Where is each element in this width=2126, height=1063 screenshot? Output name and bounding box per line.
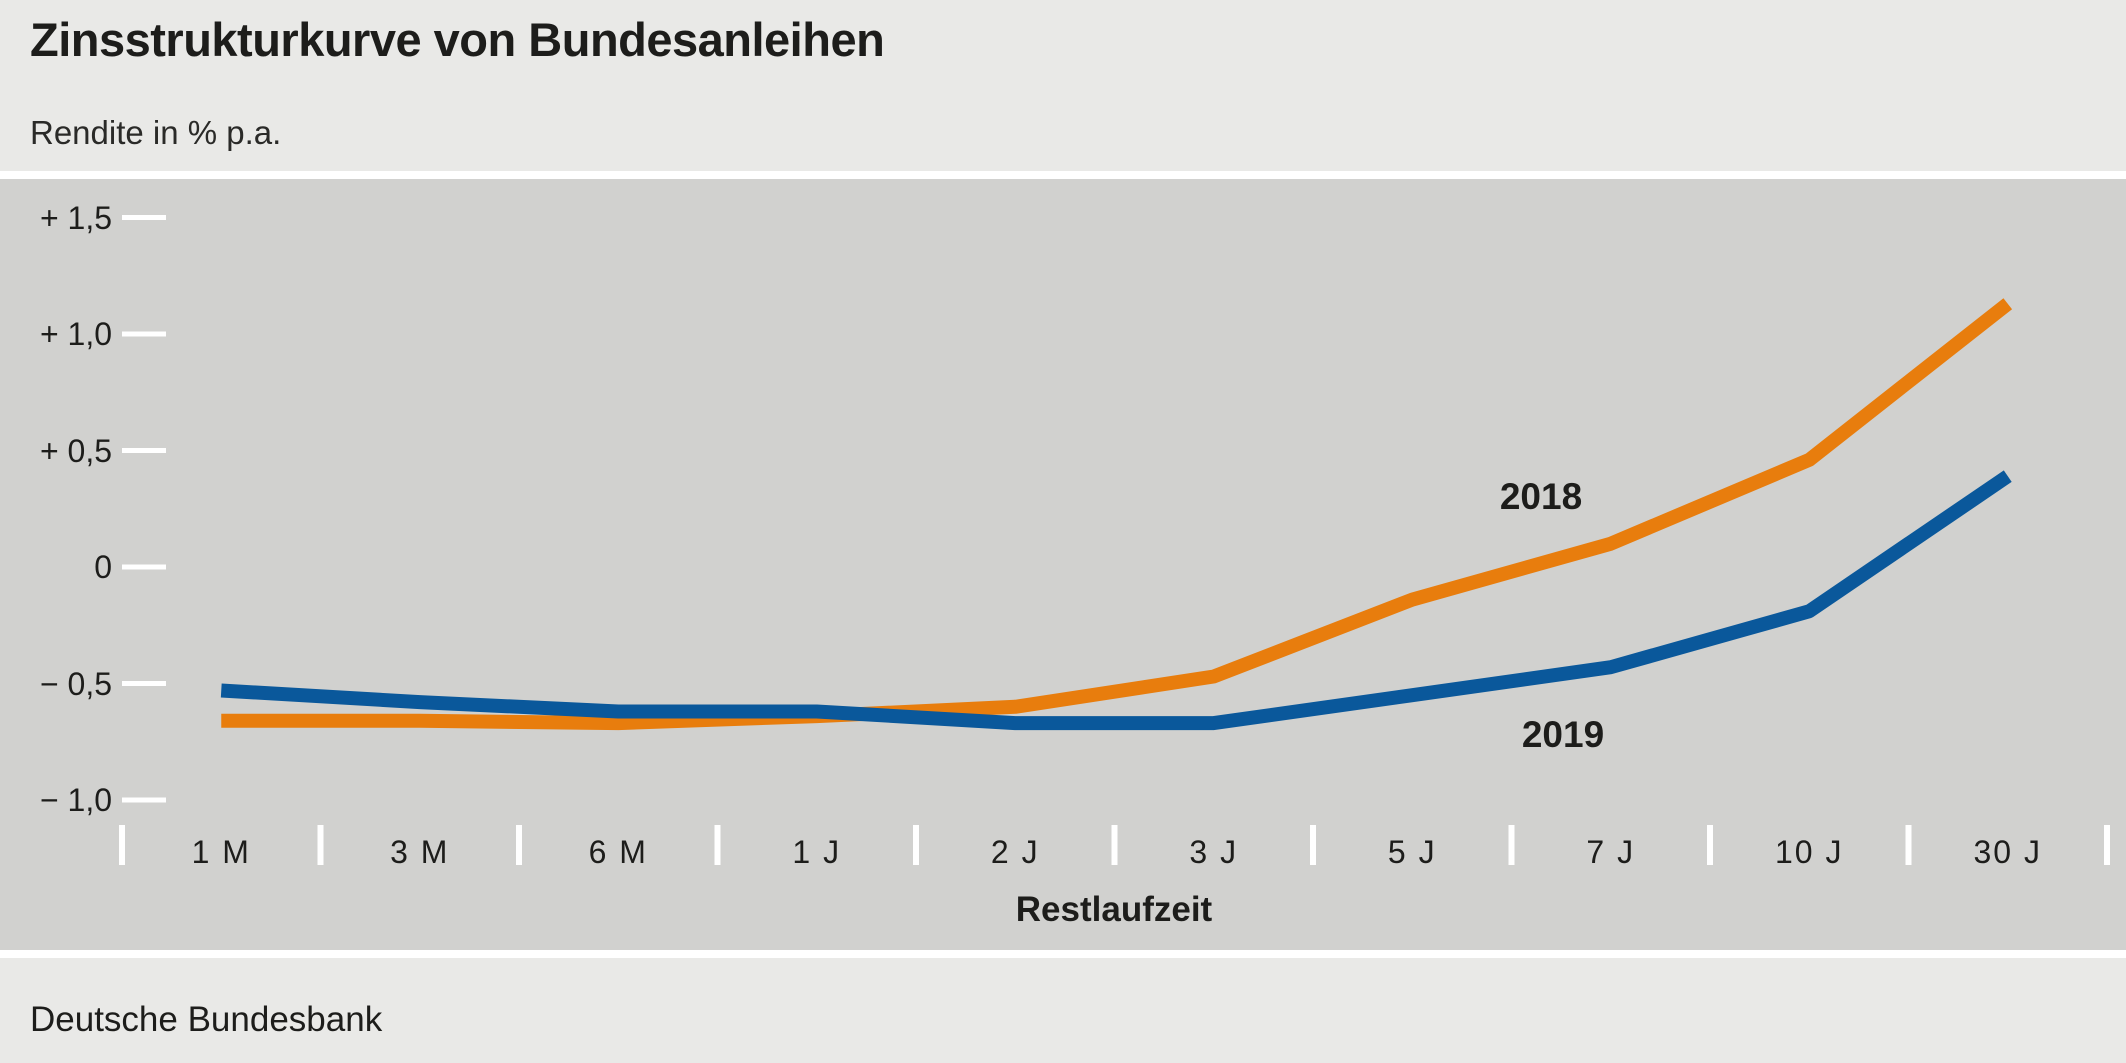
x-axis-label: 5 J [1387,834,1437,870]
x-axis-label: 10 J [1775,834,1844,870]
x-tick-mark [714,825,721,865]
separator-line-top [0,171,2126,179]
y-tick-mark [122,215,166,220]
chart-title: Zinsstrukturkurve von Bundesanleihen [30,13,885,66]
y-tick-mark [122,797,166,803]
y-tick-mark [122,564,166,570]
x-axis-label: 7 J [1586,834,1636,870]
plot-area: + 1,5 + 1,0 + 0,5 0 − 0,5 − 1,0 1 M 3 M 6 M 1 J 2… [0,179,2126,950]
separator-line-bottom [0,950,2126,958]
x-axis-label: 30 J [1973,834,2042,870]
x-tick-mark [1310,825,1316,865]
x-tick-mark [1508,825,1515,865]
x-tick-mark [516,825,522,865]
x-axis-label: 6 M [588,834,648,870]
y-axis-label: 0 [94,549,112,585]
series-line-2018 [221,298,2013,731]
y-axis-label: + 0,5 [39,432,112,469]
x-tick-mark [1707,825,1713,865]
y-axis-label: + 1,0 [39,316,112,352]
x-tick-mark [317,825,324,865]
x-axis-label: 1 M [191,834,251,870]
series-line-2019 [220,470,2012,731]
x-tick-mark [2104,825,2110,865]
line-chart [119,215,2110,865]
x-tick-mark [119,825,125,865]
x-axis-title: Restlaufzeit [1015,890,1213,929]
series-label-2018: 2018 [1499,476,1583,517]
x-tick-mark [913,825,919,865]
series-label-2019: 2019 [1521,714,1605,755]
x-axis-label: 3 J [1189,834,1239,870]
x-axis-label: 1 J [792,834,842,870]
y-axis-unit-label: Rendite in % p.a. [30,114,282,151]
x-tick-mark [1111,825,1118,865]
y-axis-label: − 1,0 [39,782,112,818]
x-axis-label: 2 J [990,834,1040,870]
y-tick-mark [122,331,166,337]
x-axis-label: 3 M [390,834,450,870]
y-tick-mark [122,448,166,453]
y-axis-label: + 1,5 [39,199,112,236]
y-tick-mark [122,681,166,686]
y-axis-label: − 0,5 [39,665,112,702]
x-tick-mark [1905,825,1912,865]
source-label: Deutsche Bundesbank [30,1000,383,1039]
